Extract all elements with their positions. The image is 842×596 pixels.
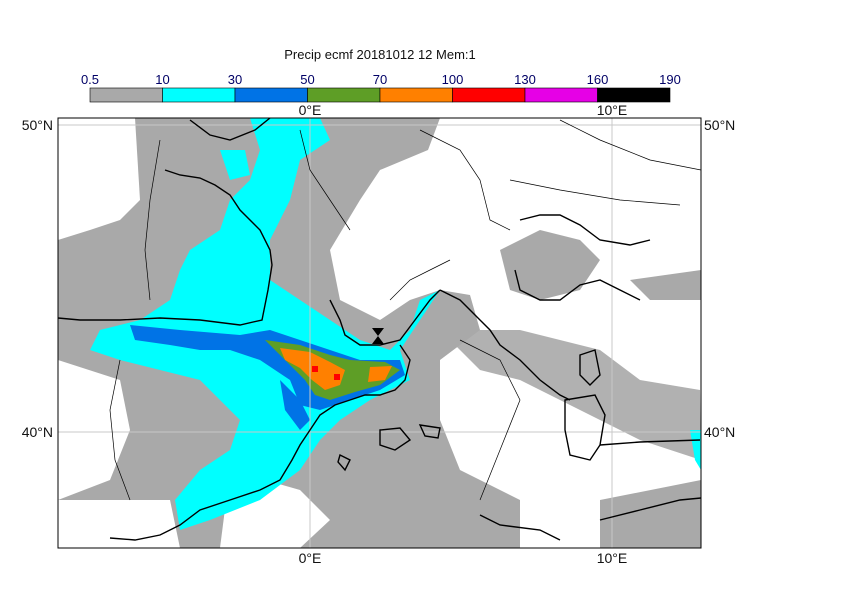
map-area: [58, 118, 701, 548]
colorbar-swatch: [162, 87, 236, 103]
colorbar-threshold-label: 160: [587, 72, 609, 87]
lat-label-right-0: 50°N: [704, 117, 735, 133]
colorbar-swatch: [307, 87, 381, 103]
colorbar-swatch: [234, 87, 308, 103]
colorbar-threshold-label: 130: [514, 72, 536, 87]
colorbar: [89, 87, 671, 103]
colorbar-threshold-label: 190: [659, 72, 681, 87]
map-title: Precip ecmf 20181012 12 Mem:1: [284, 47, 476, 62]
colorbar-swatch: [597, 87, 671, 103]
colorbar-threshold-label: 100: [442, 72, 464, 87]
lat-label-left-0: 50°N: [22, 117, 53, 133]
coastlines: [58, 118, 701, 541]
map-frame: [57, 117, 702, 549]
colorbar-swatch: [524, 87, 598, 103]
precip-band-100-130: [312, 366, 340, 380]
colorbar-swatch: [452, 87, 526, 103]
borders: [109, 119, 701, 501]
colorbar-threshold-label: 30: [228, 72, 242, 87]
colorbar-threshold-label: 10: [155, 72, 169, 87]
lon-label-bottom-1: 10°E: [597, 550, 628, 566]
location-marker-icon: [372, 328, 384, 344]
lat-label-right-1: 40°N: [704, 424, 735, 440]
lon-label-top-0: 0°E: [299, 102, 322, 118]
lon-label-bottom-0: 0°E: [299, 550, 322, 566]
colorbar-labels: 0.5 10 30 50 70 100 130 160 190: [81, 72, 681, 87]
colorbar-threshold-label: 50: [300, 72, 314, 87]
colorbar-threshold-label: 70: [373, 72, 387, 87]
colorbar-swatch: [379, 87, 453, 103]
colorbar-threshold-label: 0.5: [81, 72, 99, 87]
lon-label-top-1: 10°E: [597, 102, 628, 118]
lat-label-left-1: 40°N: [22, 424, 53, 440]
colorbar-swatch: [89, 87, 163, 103]
